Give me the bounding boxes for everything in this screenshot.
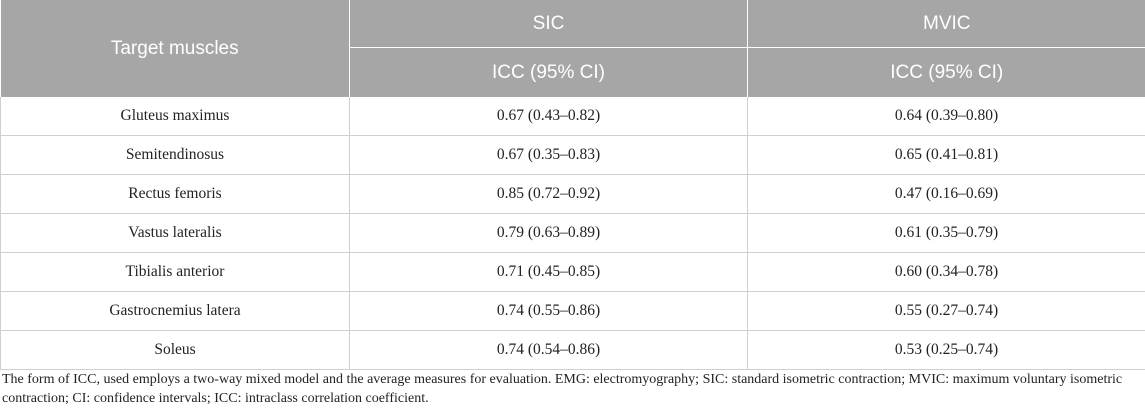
sic-cell: 0.67 (0.35–0.83) <box>349 135 748 175</box>
table-row: Rectus femoris 0.85 (0.72–0.92) 0.47 (0.… <box>0 174 1145 214</box>
table-row: Semitendinosus 0.67 (0.35–0.83) 0.65 (0.… <box>0 135 1145 175</box>
muscle-cell: Gastrocnemius latera <box>0 291 350 331</box>
table-row: Gluteus maximus 0.67 (0.43–0.82) 0.64 (0… <box>0 97 1145 136</box>
muscle-cell: Rectus femoris <box>0 174 350 214</box>
muscle-cell: Gluteus maximus <box>0 97 350 136</box>
mvic-icc-subheader: ICC (95% CI) <box>747 47 1145 97</box>
sic-header: SIC <box>349 0 748 48</box>
table-row: Gastrocnemius latera 0.74 (0.55–0.86) 0.… <box>0 291 1145 331</box>
icc-table: Target muscles SIC MVIC ICC (95% CI) ICC… <box>0 0 1145 370</box>
mvic-header: MVIC <box>747 0 1145 48</box>
mvic-cell: 0.47 (0.16–0.69) <box>747 174 1145 214</box>
sic-icc-subheader: ICC (95% CI) <box>349 47 748 97</box>
table-row: Vastus lateralis 0.79 (0.63–0.89) 0.61 (… <box>0 213 1145 253</box>
sic-cell: 0.67 (0.43–0.82) <box>349 97 748 136</box>
sic-cell: 0.85 (0.72–0.92) <box>349 174 748 214</box>
mvic-cell: 0.53 (0.25–0.74) <box>747 330 1145 370</box>
table-row: Tibialis anterior 0.71 (0.45–0.85) 0.60 … <box>0 252 1145 292</box>
mvic-cell: 0.61 (0.35–0.79) <box>747 213 1145 253</box>
mvic-cell: 0.65 (0.41–0.81) <box>747 135 1145 175</box>
sic-cell: 0.74 (0.55–0.86) <box>349 291 748 331</box>
mvic-cell: 0.64 (0.39–0.80) <box>747 97 1145 136</box>
muscle-cell: Soleus <box>0 330 350 370</box>
sic-cell: 0.74 (0.54–0.86) <box>349 330 748 370</box>
icc-table-container: Target muscles SIC MVIC ICC (95% CI) ICC… <box>0 0 1145 370</box>
muscle-cell: Semitendinosus <box>0 135 350 175</box>
table-header: Target muscles SIC MVIC ICC (95% CI) ICC… <box>0 0 1145 97</box>
muscle-cell: Tibialis anterior <box>0 252 350 292</box>
sic-cell: 0.79 (0.63–0.89) <box>349 213 748 253</box>
table-row: Soleus 0.74 (0.54–0.86) 0.53 (0.25–0.74) <box>0 330 1145 370</box>
table-body: Gluteus maximus 0.67 (0.43–0.82) 0.64 (0… <box>0 97 1145 370</box>
target-muscles-header: Target muscles <box>0 0 350 97</box>
muscle-cell: Vastus lateralis <box>0 213 350 253</box>
mvic-cell: 0.60 (0.34–0.78) <box>747 252 1145 292</box>
table-footnote: The form of ICC, used employs a two-way … <box>2 372 1123 406</box>
mvic-cell: 0.55 (0.27–0.74) <box>747 291 1145 331</box>
sic-cell: 0.71 (0.45–0.85) <box>349 252 748 292</box>
